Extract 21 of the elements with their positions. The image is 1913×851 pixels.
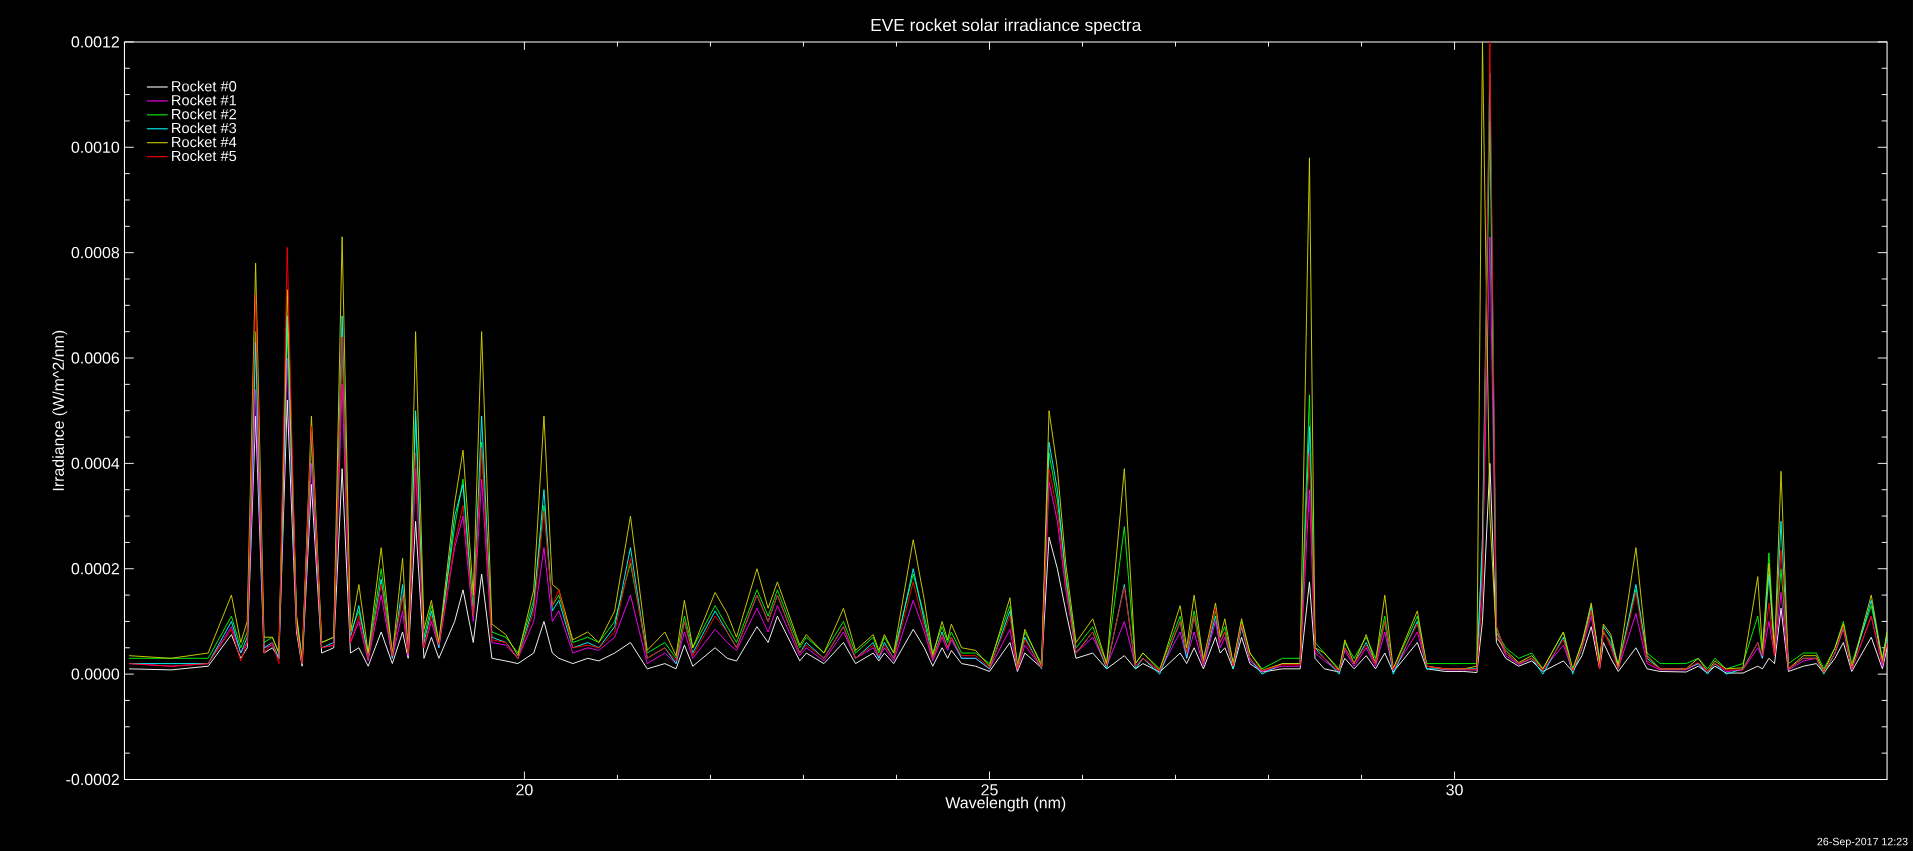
x-axis-title: Wavelength (nm) bbox=[945, 796, 1066, 812]
y-tick-label: 0.0010 bbox=[71, 141, 120, 153]
y-tick-label: 0.0002 bbox=[71, 562, 119, 575]
legend-label: Rocket #4 bbox=[172, 136, 237, 147]
y-axis-title: Irradiance (W/m^2/nm) bbox=[52, 330, 68, 490]
y-tick-label: 0.0008 bbox=[71, 246, 120, 259]
legend-label: Rocket #5 bbox=[172, 150, 237, 161]
chart-title: EVE rocket solar irradiance spectra bbox=[871, 18, 1142, 35]
x-tick-label: 30 bbox=[1446, 784, 1463, 796]
y-tick-label: -0.0002 bbox=[66, 773, 119, 785]
x-tick-label: 20 bbox=[516, 784, 533, 796]
y-tick-label: 0.0012 bbox=[71, 36, 119, 48]
text: 26-Sep-2017 12:23 bbox=[1817, 837, 1908, 848]
y-tick-label: 0.0004 bbox=[71, 457, 120, 469]
y-tick-label: 0.0006 bbox=[71, 352, 120, 364]
legend-label: Rocket #0 bbox=[172, 80, 237, 92]
legend-label: Rocket #3 bbox=[172, 122, 237, 134]
legend-label: Rocket #1 bbox=[172, 94, 237, 106]
legend-label: Rocket #2 bbox=[172, 108, 237, 120]
y-tick-label: 0.0000 bbox=[71, 668, 120, 680]
x-tick-label: 25 bbox=[981, 784, 998, 796]
